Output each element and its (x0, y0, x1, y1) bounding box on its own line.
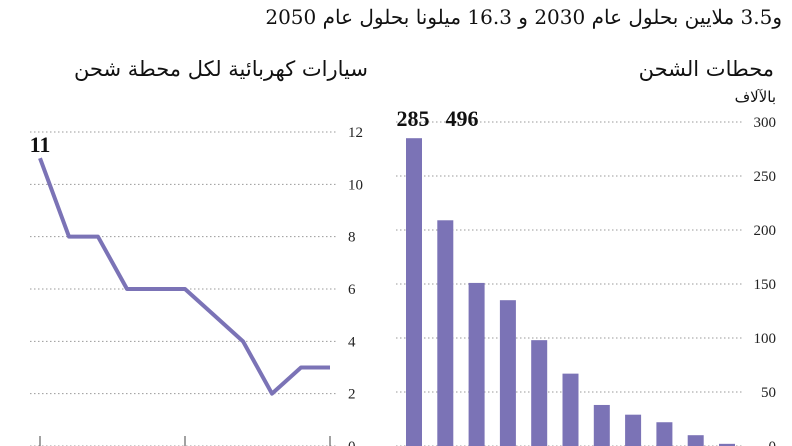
bar (625, 414, 642, 446)
bar (468, 282, 485, 446)
bar (593, 404, 610, 446)
bar (687, 435, 704, 446)
line-y-tick-label: 0 (348, 439, 356, 446)
line-y-tick-label: 12 (348, 125, 363, 141)
bar-chart-title: محطات الشحن (639, 57, 774, 81)
bar-y-tick-label: 100 (754, 331, 777, 347)
bar (531, 340, 548, 446)
bar-y-tick-label: 200 (754, 223, 777, 239)
bar (499, 300, 516, 446)
line-chart-title: سيارات كهربائية لكل محطة شحن (74, 57, 368, 81)
line-y-tick-label: 2 (348, 387, 356, 403)
line-y-tick-label: 4 (348, 334, 356, 350)
line-y-tick-label: 10 (348, 177, 363, 193)
bar-annotation-label: 496 (446, 106, 479, 131)
bar (406, 138, 422, 446)
bar-y-tick-label: 250 (754, 169, 777, 185)
bar (437, 220, 454, 446)
bar (719, 443, 735, 446)
bar (656, 422, 673, 446)
bar-y-tick-label: 0 (769, 439, 777, 446)
bar-y-tick-label: 300 (754, 115, 777, 131)
bar-annotation-label: 285 (397, 106, 430, 131)
bar (562, 373, 579, 446)
bar-y-tick-label: 150 (754, 277, 777, 293)
line-series (38, 157, 330, 396)
chart-subtitle: و3.5 ملايين بحلول عام 2030 و 16.3 ميلونا… (265, 5, 782, 29)
bar-y-tick-label: 50 (761, 385, 776, 401)
line-y-tick-label: 8 (348, 230, 356, 246)
line-annotation-label: 11 (30, 132, 51, 157)
bar-chart-unit: بالآلاف (735, 88, 776, 106)
line-y-tick-label: 6 (348, 282, 356, 298)
